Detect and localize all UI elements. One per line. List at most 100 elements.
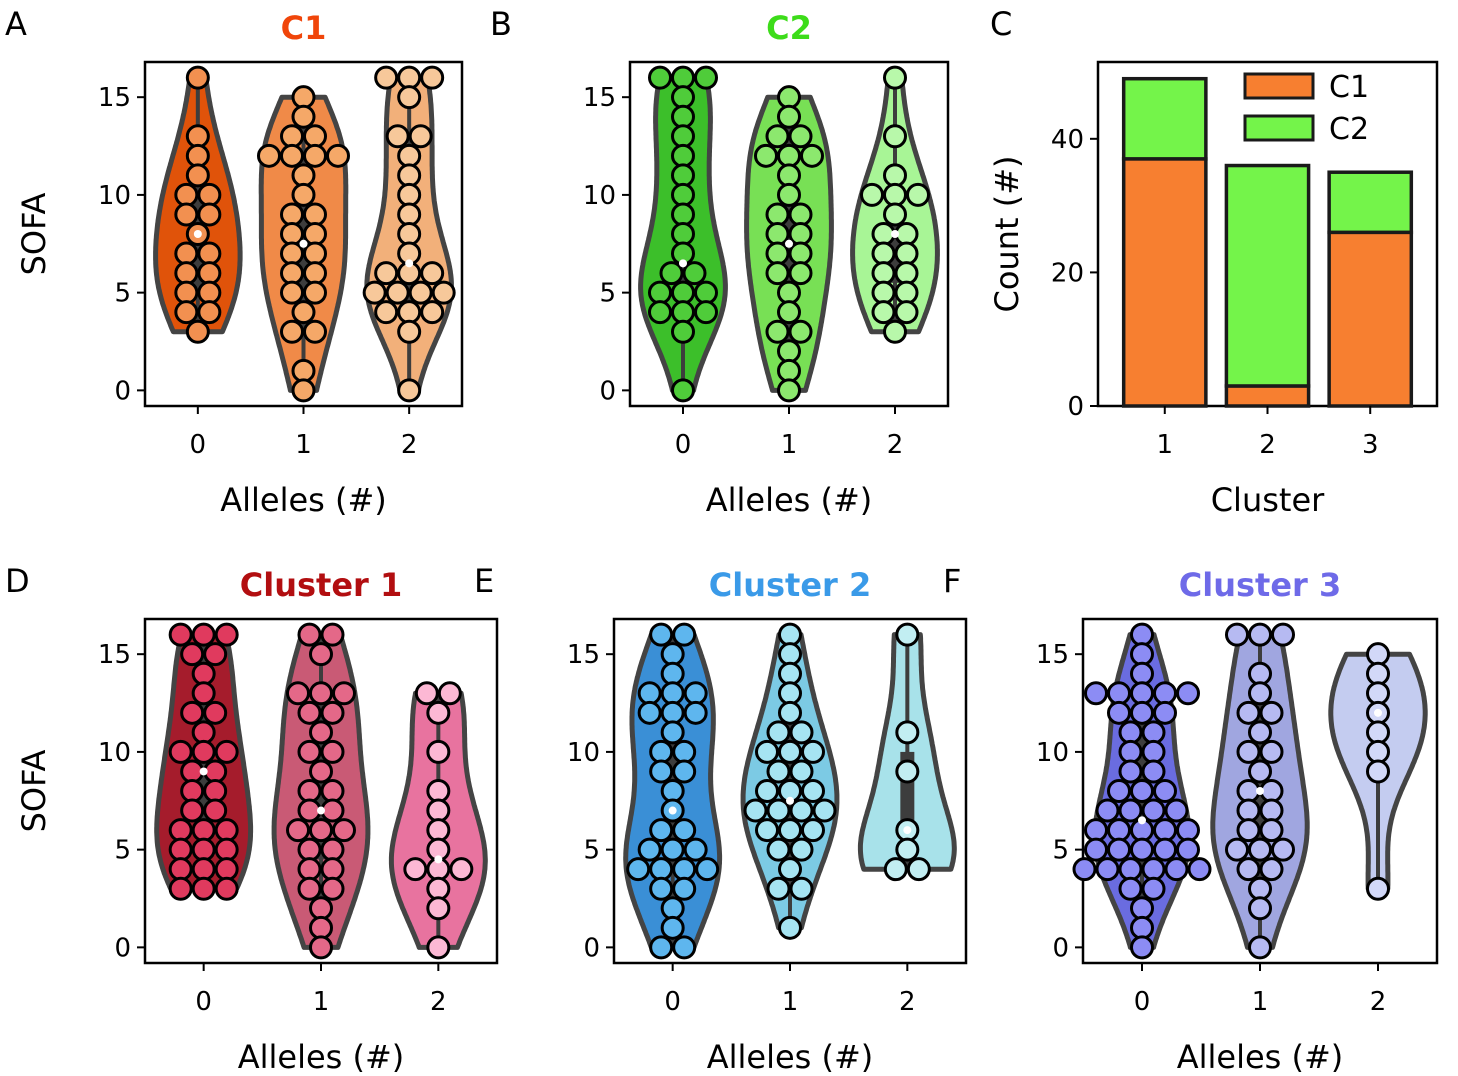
x-tick-label: 2 [1259, 430, 1276, 460]
data-point [672, 935, 697, 960]
data-point [297, 876, 322, 901]
data-point [766, 720, 791, 745]
panel-b: 0 5 10 15 0 1 2 C2 B Alleles (#) [490, 5, 950, 519]
data-point [660, 915, 685, 940]
data-point [1248, 681, 1272, 706]
data-point [303, 319, 327, 344]
data-point [403, 857, 428, 882]
data-point [671, 143, 695, 168]
median-marker [199, 767, 208, 776]
data-point [883, 124, 907, 149]
data-point [788, 261, 813, 286]
y-tick-label: 10 [98, 738, 131, 768]
data-point [894, 300, 919, 325]
data-point [894, 261, 919, 286]
data-point [766, 759, 791, 784]
data-point [766, 798, 791, 823]
x-axis-label: Alleles (#) [220, 481, 387, 519]
data-point [1107, 818, 1131, 843]
data-point [309, 818, 333, 843]
x-tick-label: 3 [1362, 430, 1379, 460]
data-point [1271, 837, 1295, 862]
data-point [649, 759, 674, 784]
data-point [1072, 857, 1097, 882]
data-point [1141, 857, 1166, 882]
violin-group-0 [153, 65, 243, 344]
data-point [286, 681, 310, 706]
data-point [291, 300, 316, 325]
data-point [1366, 876, 1390, 901]
data-point [397, 378, 422, 403]
data-point [168, 818, 193, 843]
data-point [168, 837, 193, 862]
data-point [197, 202, 222, 227]
data-point [672, 876, 697, 901]
violin-group-1 [744, 85, 834, 403]
data-point [320, 837, 345, 862]
data-point [1248, 661, 1272, 686]
x-tick-label: 1 [782, 987, 799, 1017]
data-point [191, 857, 216, 882]
data-point [280, 124, 304, 149]
data-point [801, 818, 825, 843]
data-point [671, 202, 695, 227]
data-point [778, 661, 802, 686]
data-point [660, 720, 685, 745]
x-axis-label: Cluster [1211, 481, 1325, 519]
data-point [309, 759, 333, 784]
data-point [326, 143, 350, 168]
data-point [883, 65, 907, 90]
x-tick-label: 2 [1370, 987, 1387, 1017]
data-point [1107, 681, 1131, 706]
data-point [1259, 700, 1284, 725]
data-point [649, 876, 674, 901]
data-point [291, 163, 316, 188]
data-point [203, 642, 228, 667]
data-point [1248, 935, 1272, 960]
bar-c2-cluster-1 [1121, 76, 1208, 161]
data-point [671, 280, 695, 305]
data-point [1259, 818, 1284, 843]
median-marker [891, 230, 899, 238]
data-point [303, 202, 327, 227]
data-point [683, 837, 708, 862]
data-point [286, 818, 310, 843]
data-point [1236, 700, 1261, 725]
data-point [1130, 896, 1154, 921]
y-tick-label: 5 [114, 279, 131, 309]
panel-label: C [990, 5, 1012, 43]
data-point [694, 65, 718, 90]
data-point [648, 300, 672, 325]
data-point [672, 759, 697, 784]
data-point [871, 241, 896, 266]
data-point [672, 857, 697, 882]
data-point [1271, 622, 1295, 647]
data-point [397, 163, 422, 188]
data-point [637, 700, 662, 725]
data-point [1153, 779, 1177, 803]
data-point [1366, 681, 1390, 706]
data-point [871, 261, 896, 286]
panel-label: D [5, 562, 30, 600]
data-point [397, 202, 422, 227]
data-point [309, 915, 333, 940]
data-point [871, 300, 896, 325]
panel-e: 0 5 10 15 0 1 2 Cluster 2 E Alleles (#) [474, 562, 968, 1076]
data-point [426, 935, 451, 960]
y-tick-label: 0 [1052, 933, 1069, 963]
data-point [1259, 779, 1284, 803]
y-tick-label: 0 [599, 376, 616, 406]
data-point [671, 300, 695, 325]
y-tick-label: 10 [1036, 738, 1069, 768]
data-point [426, 779, 451, 803]
data-point [297, 779, 322, 803]
data-point [766, 876, 791, 901]
y-tick-label: 0 [1067, 392, 1084, 422]
data-point [180, 779, 205, 803]
data-point [180, 798, 205, 823]
data-point [1084, 837, 1108, 862]
data-point [1366, 759, 1390, 784]
data-point [385, 280, 410, 305]
bar-c2-cluster-3 [1327, 170, 1414, 235]
